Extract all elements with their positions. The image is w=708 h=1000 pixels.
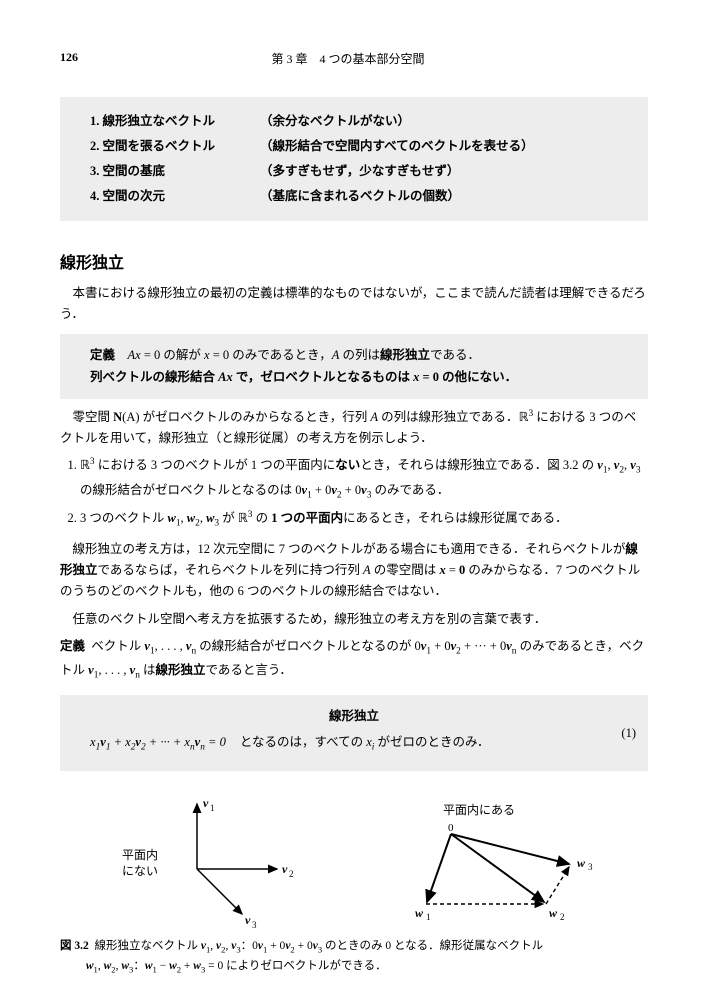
equation-number: (1) [621, 721, 636, 744]
definition-box: 定義 Ax = 0 の解が x = 0 のみであるとき，A の列は線形独立である… [60, 334, 648, 399]
definition-paragraph: 定義 ベクトル v1, . . . , vn の線形結合がゼロベクトルとなるのが… [60, 636, 648, 685]
svg-text:平面内にある: 平面内にある [443, 803, 515, 817]
list-item: 3 つのベクトル w1, w2, w3 が ℝ3 の 1 つの平面内にあるとき，… [80, 508, 648, 533]
summary-paren: （余分なベクトルがない） [260, 109, 410, 134]
svg-text:1: 1 [210, 803, 215, 813]
summary-row: 4. 空間の次元 （基底に含まれるベクトルの個数） [90, 184, 618, 209]
svg-text:w: w [415, 906, 424, 920]
svg-text:w: w [549, 906, 558, 920]
equation: x1v1 + x2v2 + ··· + xnvn = 0 [90, 731, 240, 756]
summary-row: 2. 空間を張るベクトル （線形結合で空間内すべてのベクトルを表せる） [90, 134, 618, 159]
summary-label: 2. 空間を張るベクトル [90, 134, 260, 159]
page-number: 126 [60, 50, 78, 67]
equation-desc: となるのは，すべての xi がゼロのときのみ． [240, 731, 618, 756]
summary-row: 1. 線形独立なベクトル （余分なベクトルがない） [90, 109, 618, 134]
page: 126 第 3 章 4 つの基本部分空間 1. 線形独立なベクトル （余分なベク… [0, 0, 708, 1000]
svg-text:v: v [245, 913, 251, 927]
section-heading: 線形独立 [60, 249, 648, 273]
svg-text:平面内: 平面内 [122, 848, 158, 862]
svg-text:w: w [577, 856, 586, 870]
svg-text:3: 3 [588, 862, 593, 872]
figure-left: v1 v2 v3 平面内 にない [87, 789, 317, 929]
equation-title: 線形独立 [90, 705, 618, 728]
svg-text:2: 2 [289, 869, 294, 879]
summary-paren: （基底に含まれるベクトルの個数） [260, 184, 460, 209]
svg-text:v: v [203, 796, 209, 810]
page-header: 126 第 3 章 4 つの基本部分空間 [60, 50, 648, 67]
definition-line: 列ベクトルの線形結合 Ax で，ゼロベクトルとなるものは x = 0 の他にない… [90, 366, 618, 389]
figure-right: 平面内にある 0 w1 w2 w3 [371, 789, 621, 929]
svg-text:1: 1 [426, 912, 431, 922]
summary-paren: （多すぎもせず，少なすぎもせず） [260, 159, 459, 184]
equation-box: 線形独立 x1v1 + x2v2 + ··· + xnvn = 0 となるのは，… [60, 695, 648, 771]
summary-paren: （線形結合で空間内すべてのベクトルを表せる） [260, 134, 534, 159]
definition-line: 定義 Ax = 0 の解が x = 0 のみであるとき，A の列は線形独立である… [90, 344, 618, 367]
figure-row: v1 v2 v3 平面内 にない 平面内にある 0 w1 w2 w3 [60, 789, 648, 929]
summary-label: 1. 線形独立なベクトル [90, 109, 260, 134]
svg-text:3: 3 [252, 920, 257, 929]
paragraph: 線形独立の考え方は，12 次元空間に 7 つのベクトルがある場合にも適用できる．… [60, 539, 648, 603]
summary-label: 4. 空間の次元 [90, 184, 260, 209]
paragraph: 本書における線形独立の最初の定義は標準的なものではないが，ここまで読んだ読者は理… [60, 283, 648, 326]
figure-caption: 図 3.2 線形独立なベクトル v1, v2, v3：0v1 + 0v2 + 0… [60, 937, 648, 977]
svg-text:2: 2 [560, 912, 565, 922]
numbered-list: ℝ3 における 3 つのベクトルが 1 つの平面内にないとき，それらは線形独立で… [60, 455, 648, 533]
svg-text:v: v [282, 862, 288, 876]
paragraph: 任意のベクトル空間へ考え方を拡張するため，線形独立の考え方を別の言葉で表す． [60, 609, 648, 630]
list-item: ℝ3 における 3 つのベクトルが 1 つの平面内にないとき，それらは線形独立で… [80, 455, 648, 504]
summary-box: 1. 線形独立なベクトル （余分なベクトルがない） 2. 空間を張るベクトル （… [60, 97, 648, 221]
summary-row: 3. 空間の基底 （多すぎもせず，少なすぎもせず） [90, 159, 618, 184]
summary-label: 3. 空間の基底 [90, 159, 260, 184]
paragraph: 零空間 N(A) がゼロベクトルのみからなるとき，行列 A の列は線形独立である… [60, 407, 648, 450]
svg-text:にない: にない [122, 864, 158, 878]
svg-text:0: 0 [448, 822, 454, 834]
chapter-title: 第 3 章 4 つの基本部分空間 [78, 50, 618, 67]
equation-row: x1v1 + x2v2 + ··· + xnvn = 0 となるのは，すべての … [90, 731, 618, 756]
